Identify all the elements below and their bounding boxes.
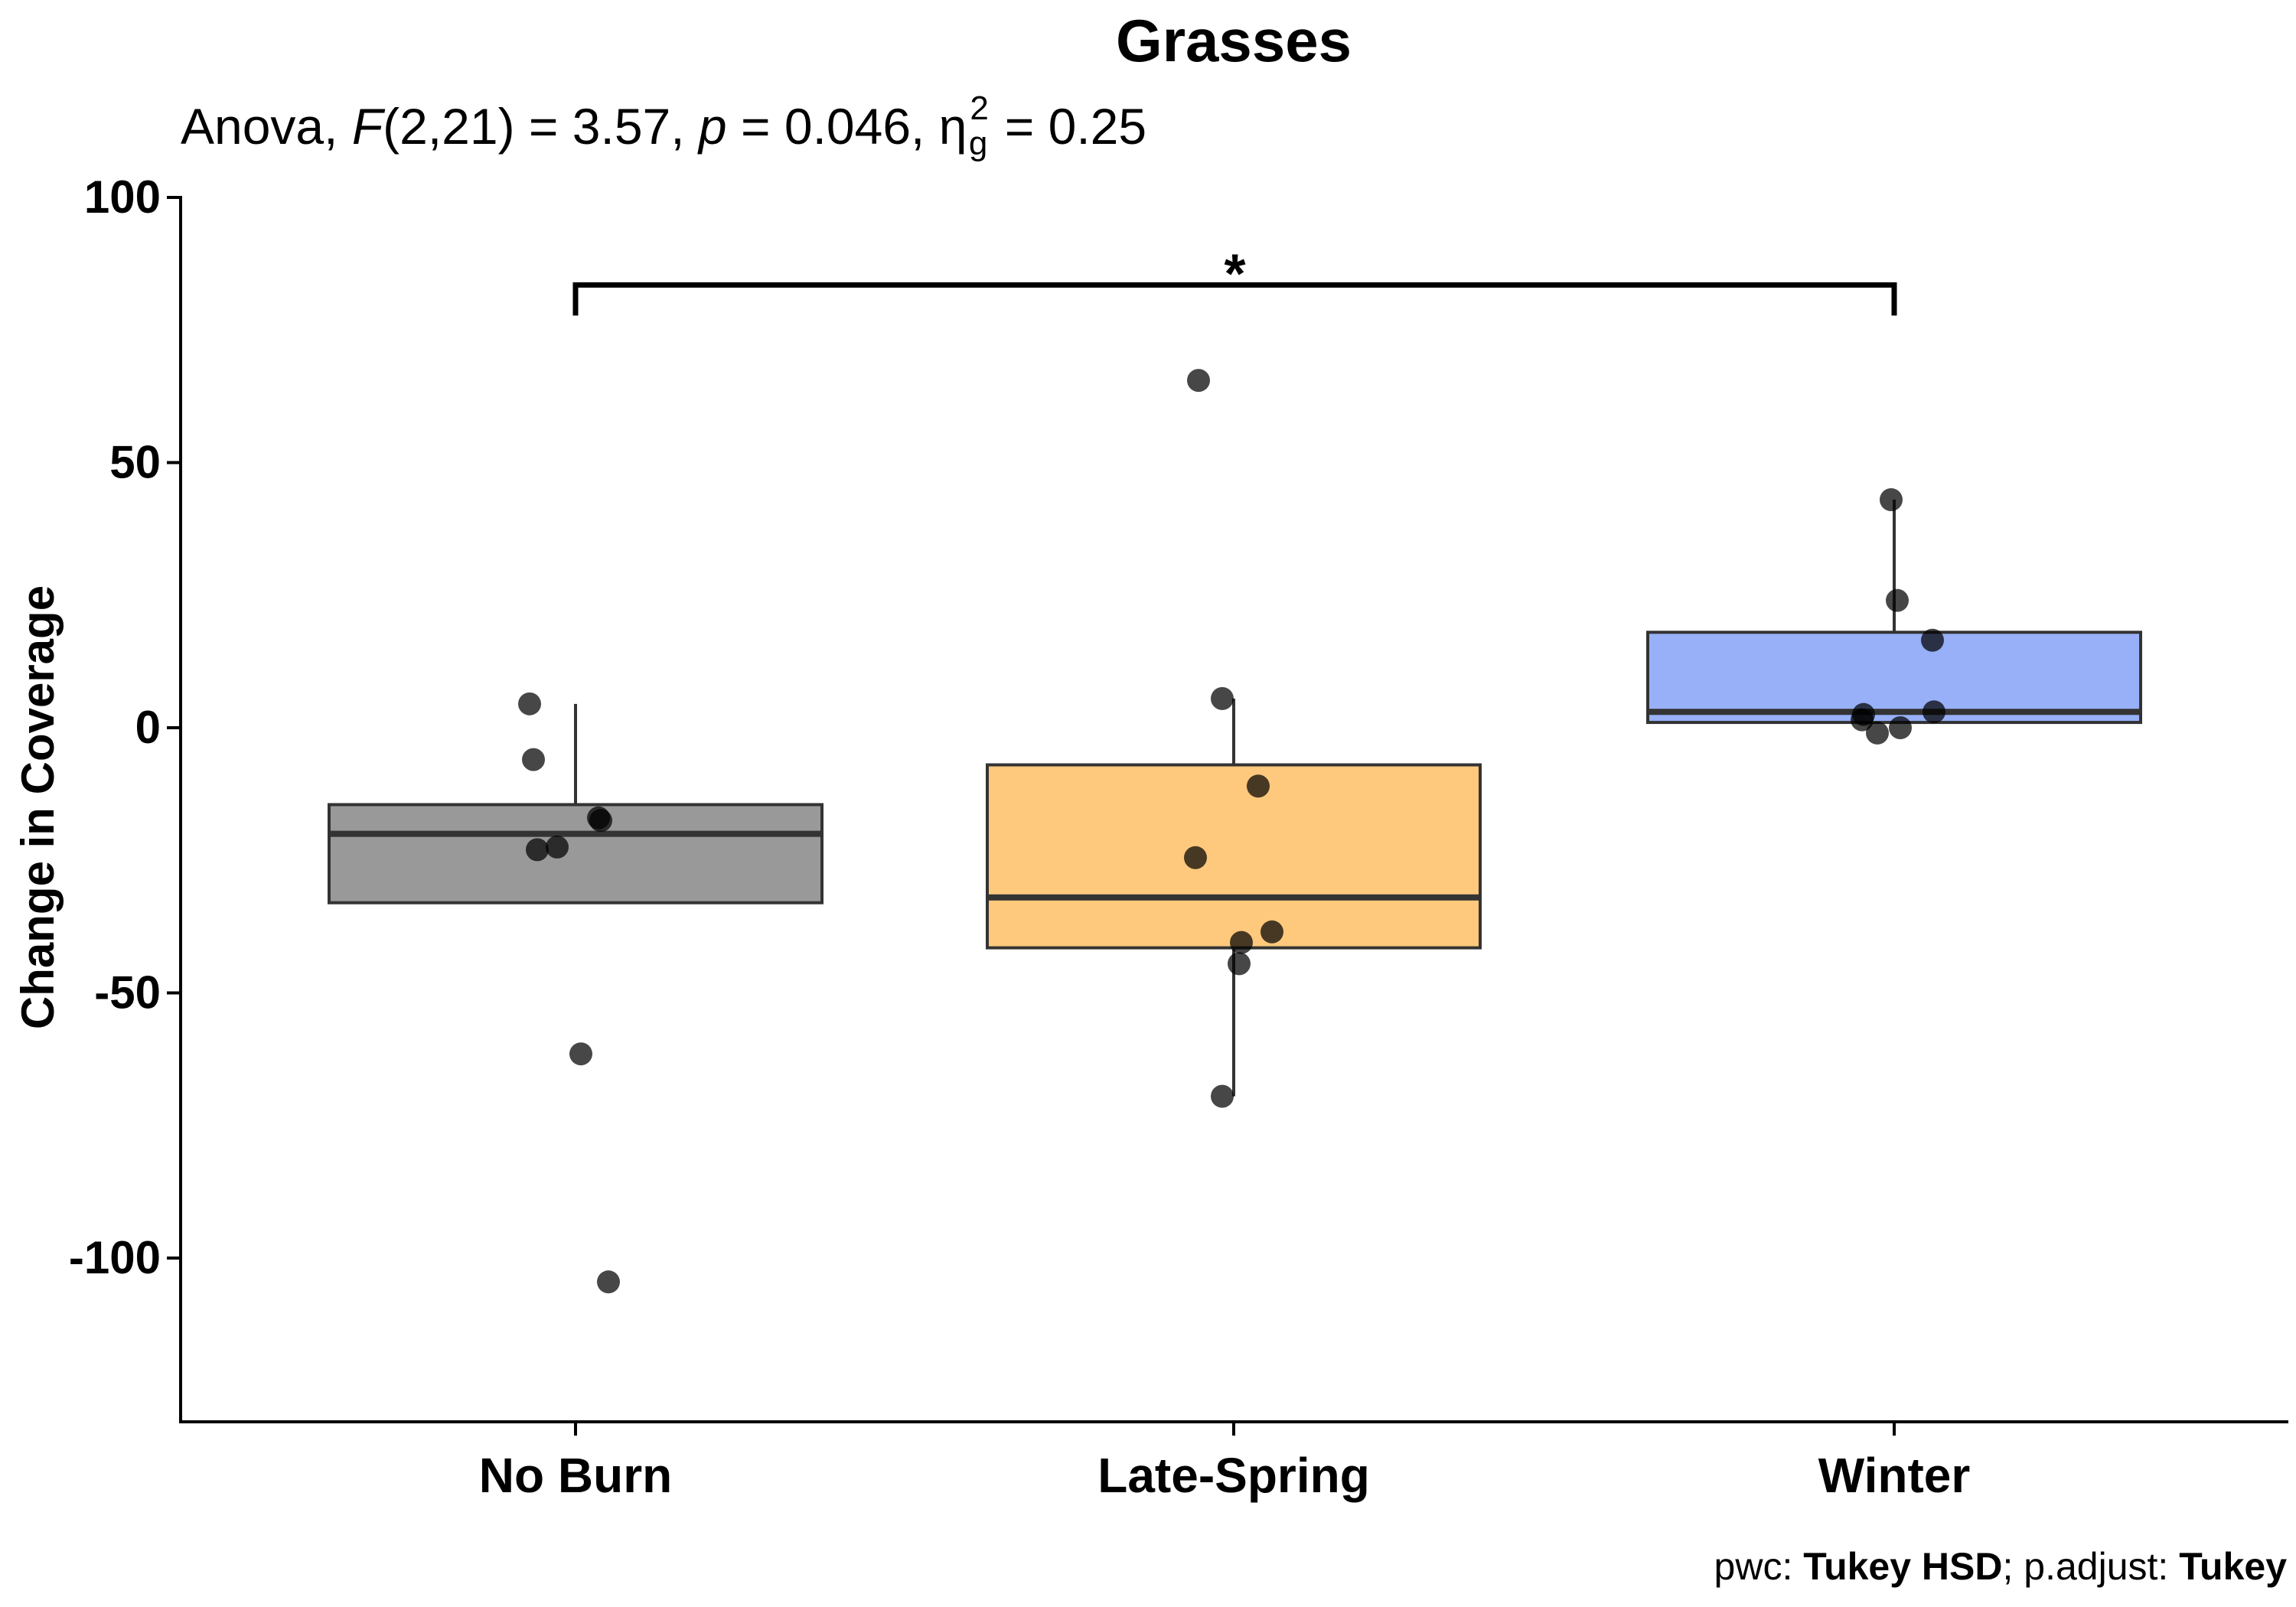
- data-point: [1889, 716, 1912, 739]
- data-point: [522, 748, 545, 771]
- caption: pwc: Tukey HSD; p.adjust: Tukey: [1714, 1545, 2288, 1588]
- x-tick-label: Winter: [1818, 1448, 1971, 1503]
- data-point: [518, 692, 541, 715]
- data-point: [1880, 488, 1903, 512]
- data-point: [1866, 721, 1889, 745]
- data-point: [1211, 1084, 1234, 1108]
- data-point: [1921, 628, 1944, 652]
- y-tick-label: -100: [69, 1232, 161, 1283]
- y-tick-label: 0: [135, 702, 161, 753]
- data-point: [1230, 931, 1253, 954]
- data-point: [569, 1042, 592, 1066]
- plot-area: 100 50 0 -50 -100 No Burn Late-Spring Winter *: [69, 171, 2288, 1503]
- data-point: [1211, 686, 1234, 710]
- chart-subtitle: Anova, F(2,21) = 3.57, p = 0.046, η2 g = …: [181, 90, 1146, 162]
- data-point: [589, 809, 612, 833]
- data-point: [597, 1270, 620, 1294]
- box: [328, 803, 823, 905]
- data-point: [1184, 846, 1207, 869]
- chart-title: Grasses: [1116, 7, 1352, 74]
- data-point: [1886, 588, 1909, 612]
- data-point: [546, 835, 569, 859]
- data-point: [1923, 700, 1945, 724]
- y-tick-label: 100: [84, 171, 161, 223]
- box: [986, 763, 1482, 950]
- data-point: [526, 838, 549, 862]
- significance-bracket: [572, 282, 1897, 316]
- significance-label: *: [1224, 243, 1245, 305]
- data-point: [1228, 952, 1251, 976]
- data-point: [1851, 708, 1874, 732]
- data-point: [1247, 774, 1270, 798]
- data-point: [1187, 369, 1210, 393]
- y-axis-label: Change in Coverage: [12, 585, 64, 1029]
- x-tick-label: Late-Spring: [1097, 1448, 1370, 1503]
- y-tick-label: 50: [109, 437, 161, 488]
- data-point: [1261, 920, 1283, 944]
- y-tick-label: -50: [94, 967, 161, 1019]
- x-tick-label: No Burn: [479, 1448, 672, 1503]
